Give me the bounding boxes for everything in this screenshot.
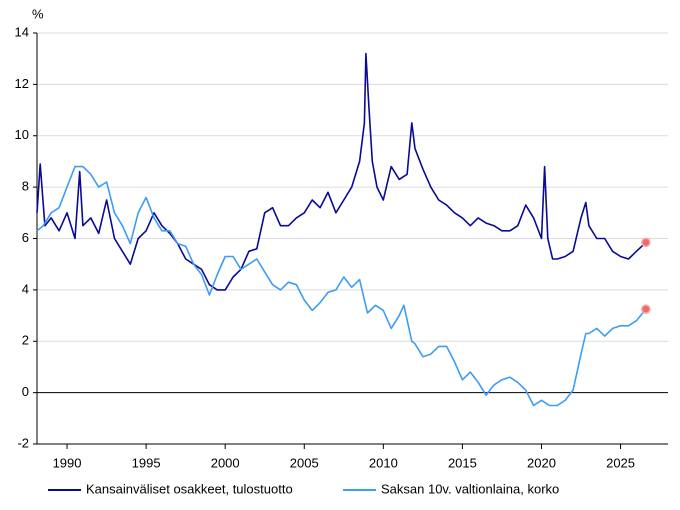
- x-tick-label: 2005: [290, 455, 319, 470]
- y-tick-label: -2: [17, 435, 29, 450]
- legend-label: Saksan 10v. valtionlaina, korko: [381, 481, 559, 496]
- x-tick-label: 2000: [211, 455, 240, 470]
- x-tick-label: 2015: [448, 455, 477, 470]
- y-axis-label: %: [32, 6, 44, 21]
- x-tick-label: 1990: [53, 455, 82, 470]
- last-value-marker: [641, 237, 651, 248]
- last-value-marker: [641, 304, 651, 314]
- y-tick-label: 6: [22, 230, 29, 245]
- x-tick-label: 2020: [527, 455, 556, 470]
- x-tick-label: 2010: [369, 455, 398, 470]
- y-tick-label: 8: [22, 179, 29, 194]
- y-tick-label: 4: [22, 281, 29, 296]
- y-tick-label: 12: [15, 76, 29, 91]
- y-tick-label: 10: [15, 127, 29, 142]
- series-line: [36, 165, 647, 407]
- y-tick-label: 0: [22, 384, 29, 399]
- legend-label: Kansainväliset osakkeet, tulostuotto: [86, 481, 293, 496]
- y-tick-label: 2: [22, 333, 29, 348]
- y-tick-label: 14: [15, 24, 29, 39]
- series-line: [36, 52, 647, 291]
- x-tick-label: 1995: [132, 455, 161, 470]
- x-tick-label: 2025: [606, 455, 635, 470]
